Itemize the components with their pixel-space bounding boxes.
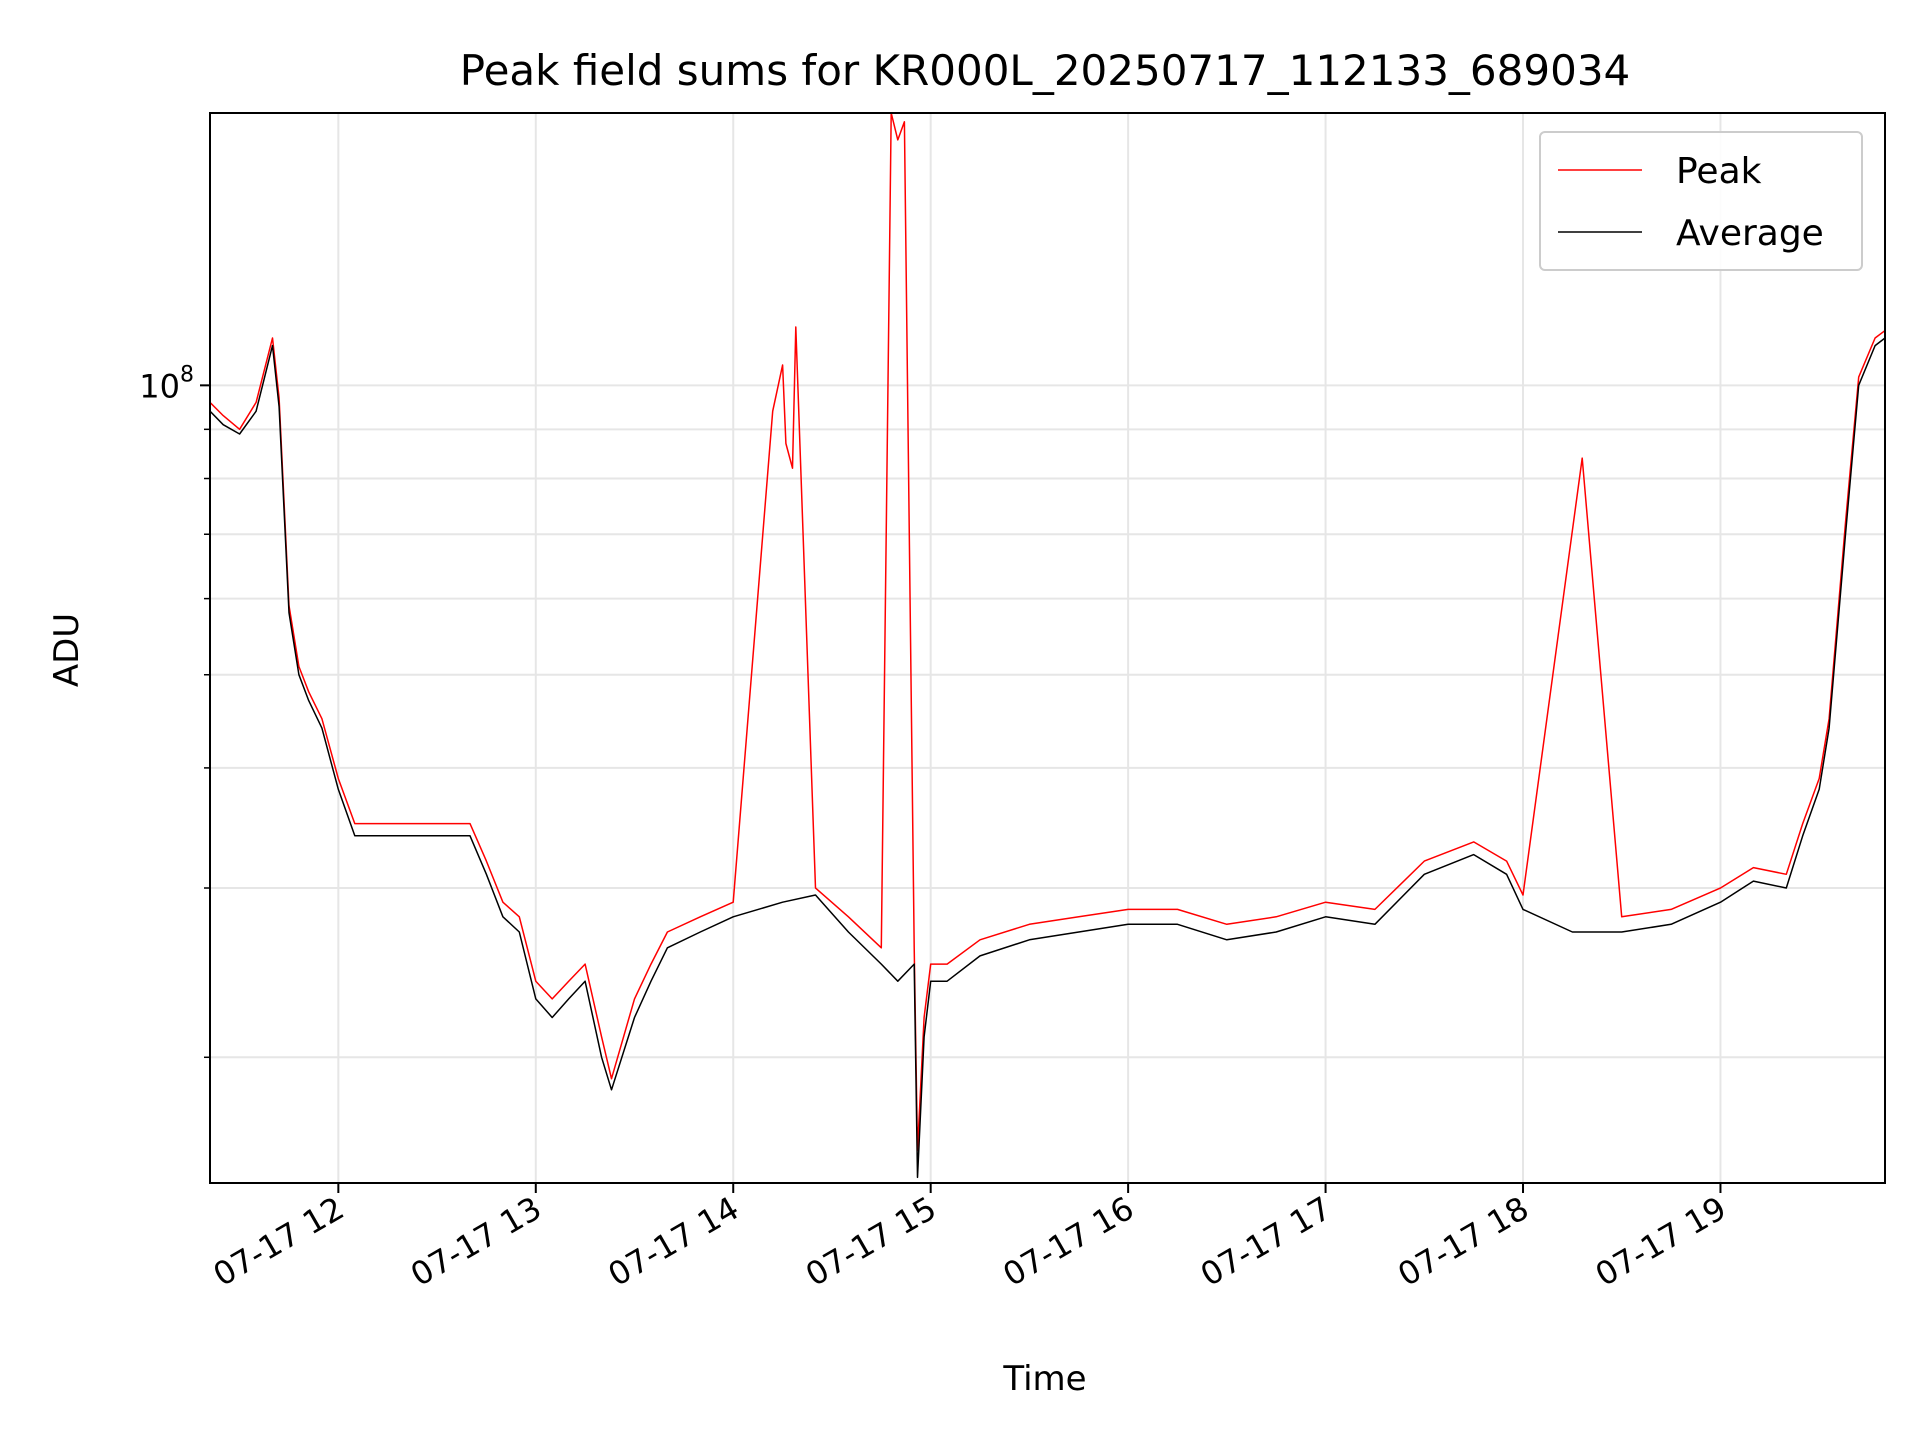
legend-label-average: Average: [1676, 213, 1824, 254]
legend-box: [1539, 131, 1863, 271]
legend-label-peak: Peak: [1676, 151, 1762, 192]
y-tick-label: 108: [139, 362, 194, 405]
y-axis-label: ADU: [47, 613, 87, 687]
grid: [210, 113, 1885, 1183]
x-axis-label: Time: [1002, 1359, 1086, 1399]
series-layer: [210, 113, 1885, 1179]
series-line-peak: [210, 113, 1885, 1152]
chart-title: Peak field sums for KR000L_20250717_1121…: [460, 46, 1631, 95]
plot-frame: [209, 112, 1886, 1184]
legend: Peak Average: [1539, 131, 1863, 271]
series-line-average: [210, 337, 1885, 1179]
